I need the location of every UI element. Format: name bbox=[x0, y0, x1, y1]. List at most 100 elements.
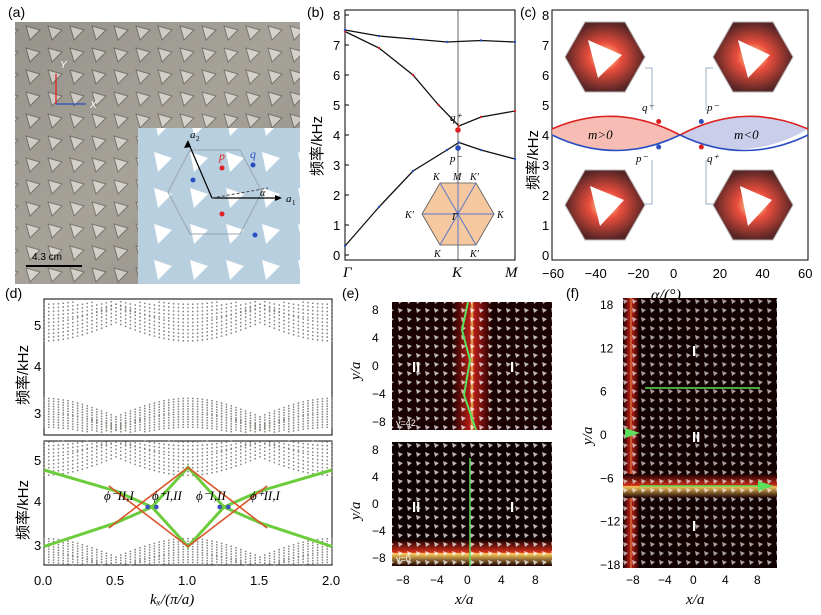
field-inset-bottom-left bbox=[564, 169, 646, 241]
ytick-e: 0 bbox=[372, 359, 379, 373]
xtick-c: −60 bbox=[542, 266, 564, 281]
band-point bbox=[479, 39, 483, 42]
ylabel-f: y/a bbox=[580, 427, 596, 447]
ytick-c: 4 bbox=[542, 128, 549, 143]
band-line-2 bbox=[344, 30, 516, 127]
xtick-c: −40 bbox=[585, 266, 607, 281]
ytick-e: −8 bbox=[372, 415, 386, 429]
lower-band-line bbox=[551, 134, 809, 152]
panel-c-label: (c) bbox=[520, 4, 536, 20]
xtick-e: 4 bbox=[498, 573, 505, 587]
mode-point bbox=[698, 119, 704, 124]
axis-y-label: Y bbox=[60, 60, 68, 71]
band-point bbox=[343, 244, 347, 248]
band-lens bbox=[551, 115, 809, 152]
xtick-e: 0 bbox=[464, 573, 471, 587]
ytick-e: 4 bbox=[372, 331, 379, 345]
band-point bbox=[343, 28, 347, 32]
x-ticks-f: −8 −4 0 4 8 bbox=[626, 573, 761, 587]
panel-b: (b) 0 1 2 3 4 5 6 7 8 频率/kHz q⁺ p⁻ K M K′ K′ Γ K… bbox=[307, 4, 519, 281]
svg-text:K: K bbox=[432, 172, 441, 183]
xtick-d: 1.5 bbox=[250, 573, 268, 588]
band-point bbox=[513, 157, 517, 161]
ytick-b: 2 bbox=[333, 188, 340, 203]
ytick-b: 5 bbox=[333, 98, 340, 113]
gamma-top: γ=42 bbox=[396, 418, 416, 428]
q-plus-label: q⁺ bbox=[450, 112, 463, 124]
band-point bbox=[377, 46, 381, 50]
band-point bbox=[479, 148, 483, 152]
p-minus-point bbox=[455, 145, 461, 151]
panel-f: (f) I II I y/a 18 12 6 0 −6 −12 −18 −8 −4 0 4 8 x/… bbox=[566, 285, 777, 608]
y-ticks-c: 0 1 2 3 4 5 6 7 8 bbox=[542, 8, 549, 263]
phi-label-4: ϕ⁺II,I bbox=[250, 488, 280, 503]
phi-label-1: ϕ⁻II,I bbox=[104, 488, 134, 503]
ytick-b: 8 bbox=[333, 8, 340, 23]
ylabel-b: 频率/kHz bbox=[309, 116, 326, 176]
q-plus-left: q⁺ bbox=[642, 102, 655, 114]
band-point bbox=[377, 205, 381, 209]
band-point bbox=[513, 40, 517, 44]
mode-point bbox=[698, 144, 704, 150]
x-ticks-e: −8 −4 0 4 8 bbox=[396, 573, 539, 587]
xtick-c: 60 bbox=[798, 266, 812, 281]
xtick-k: K bbox=[451, 265, 463, 281]
xtick-d: 0.0 bbox=[34, 573, 52, 588]
edge-state-curves bbox=[43, 465, 333, 549]
svg-text:1: 1 bbox=[292, 199, 296, 207]
band-point bbox=[411, 37, 415, 41]
ytick-b: 6 bbox=[333, 68, 340, 83]
ytick-b: 0 bbox=[333, 248, 340, 263]
svg-text:K: K bbox=[433, 249, 442, 260]
ytick-f: −12 bbox=[600, 515, 621, 529]
xtick-d: 2.0 bbox=[322, 573, 340, 588]
p-minus-right: p⁻ bbox=[706, 102, 720, 114]
xtick-c: −20 bbox=[627, 266, 649, 281]
xlabel-f: x/a bbox=[685, 592, 704, 608]
xlabel-e: x/a bbox=[454, 592, 473, 608]
bulk-band-dots-top bbox=[43, 300, 333, 434]
a2-label: a bbox=[190, 129, 196, 141]
region-right-bottom: I bbox=[510, 499, 514, 516]
xtick-c: 20 bbox=[713, 266, 727, 281]
band-line-3 bbox=[344, 29, 516, 43]
input-arrow bbox=[625, 428, 640, 438]
ytick-f: −6 bbox=[600, 471, 614, 485]
ytick-e: −4 bbox=[372, 387, 386, 401]
xtick-c: 40 bbox=[755, 266, 769, 281]
lens-fill bbox=[680, 116, 808, 150]
band-point bbox=[437, 103, 440, 107]
region-top: I bbox=[692, 343, 696, 360]
y-ticks-b: 0 1 2 3 4 5 6 7 8 bbox=[333, 8, 349, 263]
p-minus-label: p⁻ bbox=[449, 153, 463, 165]
panel-e-label: (e) bbox=[342, 285, 359, 301]
field-inset-top-right bbox=[712, 21, 794, 93]
xtick-c: 0 bbox=[670, 266, 677, 281]
xtick-d: 1.0 bbox=[178, 573, 196, 588]
band-point bbox=[445, 40, 449, 44]
xlabel-d: kₓ/(π/a) bbox=[150, 592, 194, 608]
p-point bbox=[219, 165, 225, 171]
ytick-f: 6 bbox=[600, 385, 607, 399]
svg-text:K′: K′ bbox=[469, 172, 480, 183]
q-point bbox=[250, 162, 256, 168]
xtick-f: 0 bbox=[690, 573, 697, 587]
band-point bbox=[377, 34, 381, 38]
ytick-d-top-3: 3 bbox=[34, 406, 41, 421]
ytick-d-bot-4: 4 bbox=[34, 494, 41, 509]
region-left-bottom: II bbox=[412, 499, 420, 516]
ytick-f: 18 bbox=[600, 298, 614, 312]
panel-e: (e) γ=42 II I γ=0 II I y/a y/a 8 4 0 −4 −8 8 4… bbox=[342, 285, 552, 608]
xtick-e: −8 bbox=[396, 573, 410, 587]
q-plus-point bbox=[455, 127, 461, 133]
xtick-f: −8 bbox=[626, 573, 640, 587]
ytick-e: −4 bbox=[372, 524, 386, 538]
panel-f-label: (f) bbox=[566, 285, 579, 301]
ytick-f: −18 bbox=[600, 558, 621, 572]
xtick-f: 8 bbox=[754, 573, 761, 587]
axis-x-label: X bbox=[89, 100, 97, 111]
svg-text:K′: K′ bbox=[404, 210, 415, 221]
panel-a-label: (a) bbox=[8, 4, 25, 20]
ytick-c: 5 bbox=[542, 98, 549, 113]
